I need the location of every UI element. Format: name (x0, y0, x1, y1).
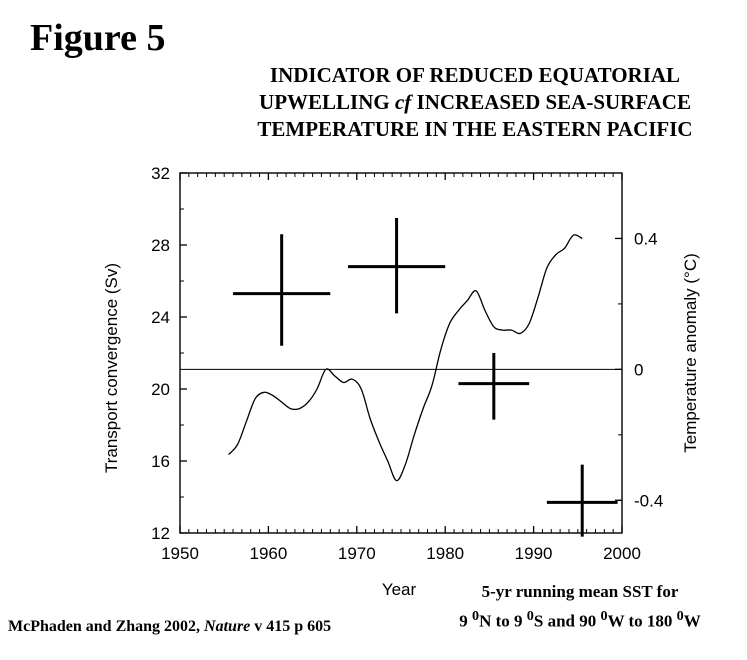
y-tick-label: 24 (151, 308, 170, 327)
note-2b: N to 9 (479, 611, 527, 631)
tick-labels: 1950 1960 1970 1980 1990 2000 12 16 20 24 28 32 -0.4… (151, 164, 663, 563)
y2-axis-label: Temperature anomaly (°C) (681, 253, 700, 453)
x-tick-label: 1950 (161, 544, 199, 563)
note-2-sup2: 0 (526, 608, 534, 624)
sst-line (228, 234, 583, 482)
figure-label: Figure 5 (30, 17, 166, 59)
y2-tick-label: 0.4 (634, 229, 658, 248)
note-2-sup1: 0 (472, 608, 480, 624)
plot-frame (179, 172, 623, 534)
y-tick-label: 16 (151, 452, 170, 471)
note-2a: 9 (459, 611, 472, 631)
note-2c: S and 90 (533, 611, 601, 631)
transport-crosses (233, 218, 618, 537)
y-tick-label: 28 (151, 236, 170, 255)
title-line-2-part-a: UPWELLING (259, 90, 390, 114)
sst-series (228, 234, 583, 482)
note-2-sup4: 0 (676, 608, 684, 624)
x-tick-label: 1970 (338, 544, 376, 563)
y-tick-label: 12 (151, 524, 170, 543)
title-line-2: UPWELLING cf INCREASED SEA-SURFACE (210, 89, 740, 116)
note-line-1: 5-yr running mean SST for (481, 582, 679, 601)
sst-note: 5-yr running mean SST for 9 0N to 9 0S a… (420, 580, 740, 634)
note-2e: W (683, 611, 701, 631)
y-axis-label: Transport convergence (Sv) (102, 263, 121, 473)
x-tick-label: 1990 (515, 544, 553, 563)
axis-ticks (179, 172, 623, 534)
source-authors: McPhaden and Zhang 2002, (8, 618, 205, 635)
y-tick-label: 20 (151, 380, 170, 399)
title-line-1: INDICATOR OF REDUCED EQUATORIAL (269, 63, 681, 87)
title-line-2-part-b: INCREASED SEA-SURFACE (416, 90, 691, 114)
source-citation: McPhaden and Zhang 2002, Nature v 415 p … (8, 618, 331, 636)
y2-tick-label: -0.4 (634, 491, 663, 510)
source-rest: v 415 p 605 (250, 618, 332, 635)
chart-title: INDICATOR OF REDUCED EQUATORIAL UPWELLIN… (210, 62, 740, 143)
x-tick-label: 2000 (603, 544, 641, 563)
y-tick-label: 32 (151, 164, 170, 183)
note-2-sup3: 0 (600, 608, 608, 624)
title-line-3: TEMPERATURE IN THE EASTERN PACIFIC (257, 117, 693, 141)
note-line-2: 9 0N to 9 0S and 90 0W to 180 0W (420, 604, 740, 634)
title-line-2-italic: cf (394, 90, 412, 114)
y2-tick-label: 0 (634, 360, 643, 379)
plot-border (179, 172, 623, 534)
x-tick-label: 1980 (426, 544, 464, 563)
note-2d: W to 180 (607, 611, 677, 631)
x-tick-label: 1960 (249, 544, 287, 563)
x-axis-label: Year (382, 580, 417, 599)
source-journal: Nature (204, 618, 251, 635)
